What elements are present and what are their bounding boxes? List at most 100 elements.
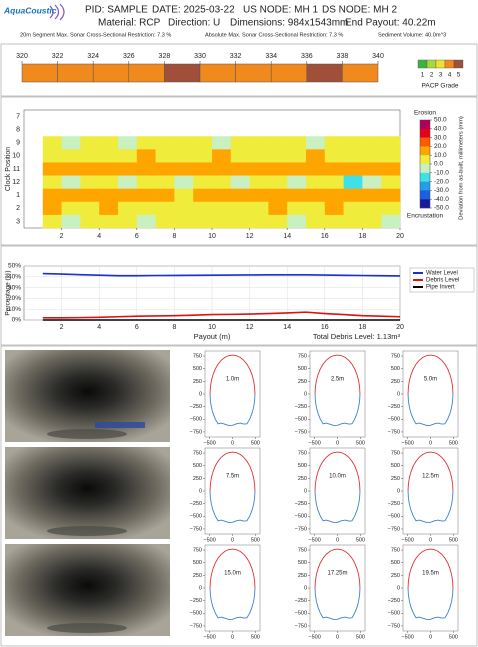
y-tick-label: 500	[391, 366, 400, 372]
photo-highlight	[47, 526, 127, 536]
x-tick-label: 8	[172, 324, 176, 331]
heat-cell	[343, 214, 363, 229]
heat-cell	[118, 149, 138, 163]
heat-cell	[306, 175, 326, 189]
heat-cell	[306, 188, 326, 203]
y-tick-label: −500	[295, 611, 307, 617]
x-tick-label: 6	[135, 324, 139, 331]
heat-cell	[61, 214, 81, 229]
heat-cell	[80, 201, 100, 216]
heat-cell	[99, 188, 119, 203]
y-tick-label: 0%	[12, 317, 22, 324]
legend-label: 1	[421, 72, 425, 79]
heat-cell	[287, 162, 307, 176]
x-tick-label: 14	[283, 233, 291, 240]
heat-cell	[99, 214, 119, 229]
colorbar-band	[420, 120, 430, 129]
y-tick-label: 0	[304, 488, 307, 494]
x-tick-label: 322	[52, 53, 64, 60]
heat-cell	[287, 201, 307, 216]
y-tick-label: 250	[193, 573, 202, 579]
x-tick-label: 4	[97, 233, 101, 240]
heat-cell	[362, 149, 382, 163]
heat-cell	[136, 149, 156, 163]
heat-cell	[155, 201, 175, 216]
heat-cell	[42, 175, 62, 189]
annotation: Total Debris Level: 1.13m³	[313, 332, 401, 341]
x-tick-label: −500	[308, 440, 320, 446]
x-tick-label: 0	[231, 440, 234, 446]
photo	[5, 447, 170, 539]
y-tick-label: 500	[298, 366, 307, 372]
heat-cell	[118, 188, 138, 203]
grade-segment	[199, 63, 236, 83]
heat-cell	[362, 201, 382, 216]
heat-cell	[362, 175, 382, 189]
y-tick-label: −750	[295, 526, 307, 532]
heat-cell	[193, 136, 213, 150]
y-tick-label: 250	[298, 476, 307, 482]
x-tick-label: 500	[251, 634, 260, 640]
x-tick-label: 500	[356, 537, 365, 543]
colorbar-band	[420, 190, 430, 200]
y-tick-label: −250	[295, 501, 307, 507]
y-tick-label: −750	[388, 623, 400, 629]
profile-lower	[407, 587, 454, 620]
y-tick-label: 250	[193, 476, 202, 482]
plot-area	[309, 350, 366, 438]
heat-cell	[343, 188, 363, 203]
heat-cell	[212, 149, 232, 163]
legend-swatch	[435, 59, 446, 69]
profile-upper	[407, 451, 454, 492]
plot-area	[402, 544, 459, 632]
legend-label: Pipe Invert	[426, 285, 455, 291]
x-tick-label: 500	[251, 537, 260, 543]
y-tick-label: −250	[190, 501, 202, 507]
x-axis-label: Payout (m)	[194, 332, 231, 341]
y-tick-label: 10%	[8, 306, 21, 313]
heat-cell	[362, 188, 382, 203]
x-tick-label: 4	[97, 324, 101, 331]
logo: AquaCoustic	[3, 5, 57, 15]
heat-cell	[324, 201, 344, 216]
x-tick-label: 500	[449, 440, 458, 446]
heat-cell	[268, 214, 288, 229]
heat-cell	[61, 162, 81, 176]
heat-cell	[381, 188, 401, 203]
colorbar-band	[420, 155, 430, 165]
grade-segment	[92, 63, 130, 83]
us-node: US NODE: MH 1	[243, 5, 318, 16]
heat-cell	[212, 175, 232, 189]
heat-cell	[80, 162, 100, 176]
photo	[5, 544, 170, 636]
heat-cell	[324, 136, 344, 150]
heat-cell	[381, 214, 401, 229]
heat-cell	[212, 201, 232, 216]
heat-cell	[212, 214, 232, 229]
y-tick-label: 0	[199, 391, 202, 397]
profile-lower	[314, 490, 361, 523]
heat-cell	[324, 214, 344, 229]
profile-upper	[407, 548, 454, 589]
x-tick-label: 2	[60, 324, 64, 331]
y-tick-label: 9	[16, 140, 20, 147]
x-tick-label: −500	[401, 440, 413, 446]
colorbar-band	[420, 164, 430, 173]
x-tick-label: 500	[251, 440, 260, 446]
profile-upper	[314, 451, 361, 492]
y-tick-label: 250	[391, 476, 400, 482]
x-tick-label: 10	[208, 324, 216, 331]
heat-cell	[287, 188, 307, 203]
x-tick-label: −500	[203, 537, 215, 543]
y-tick-label: 0	[304, 391, 307, 397]
x-tick-label: 14	[283, 324, 291, 331]
y-tick-label: 7	[16, 113, 20, 120]
grade-segment	[235, 63, 272, 83]
heat-cell	[249, 201, 269, 216]
heat-cell	[230, 214, 250, 229]
heat-cell	[118, 162, 138, 176]
grade-segment	[21, 63, 58, 83]
colorbar-tick-label: -10.0	[434, 170, 449, 177]
note: Absolute Max. Sonar Cross-Sectional Rest…	[205, 32, 343, 38]
